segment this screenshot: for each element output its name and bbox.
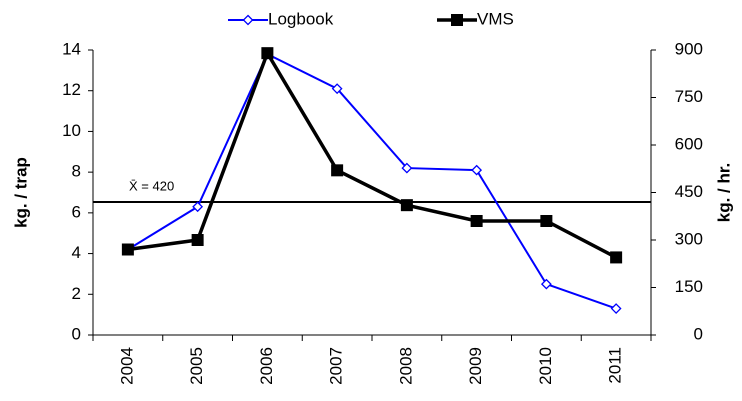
y-tick-label: 12	[62, 80, 81, 99]
legend-label: VMS	[477, 9, 514, 28]
y-tick-label: 14	[62, 39, 81, 58]
point	[261, 47, 274, 60]
y2-tick-label: 900	[675, 39, 703, 58]
series-line	[127, 49, 617, 259]
point	[610, 251, 623, 264]
x-tick-label: 2006	[257, 347, 276, 385]
y2-axis-label: kg. / hr.	[714, 163, 733, 223]
legend-marker	[242, 14, 254, 26]
y-tick-label: 0	[72, 324, 81, 343]
point	[121, 243, 134, 256]
legend-label: Logbook	[268, 9, 334, 28]
point	[331, 164, 344, 177]
y2-tick-label: 450	[675, 182, 703, 201]
y-tick-label: 6	[72, 202, 81, 221]
legend-marker	[451, 14, 463, 26]
y2-tick-label: 300	[675, 229, 703, 248]
x-tick-label: 2004	[117, 347, 136, 385]
point	[191, 234, 204, 246]
y-tick-label: 10	[62, 121, 81, 140]
point	[540, 215, 553, 227]
point	[540, 278, 552, 290]
point	[471, 164, 483, 176]
x-tick-label: 2007	[327, 347, 346, 385]
y-axis-label: kg. / trap	[11, 157, 30, 228]
series-line	[127, 52, 617, 310]
x-tick-label: 2009	[466, 347, 485, 385]
y-tick-label: 2	[72, 284, 81, 303]
point	[192, 201, 204, 213]
y2-tick-label: 750	[675, 87, 703, 106]
x-tick-label: 2008	[396, 347, 415, 385]
point	[331, 83, 343, 95]
point	[400, 199, 413, 212]
point	[470, 215, 483, 227]
x-tick-label: 2010	[536, 347, 555, 385]
y2-tick-label: 150	[675, 277, 703, 296]
point	[401, 162, 413, 174]
x-tick-label: 2005	[187, 347, 206, 385]
y-tick-label: 4	[72, 243, 81, 262]
y2-tick-label: 600	[675, 134, 703, 153]
x-tick-label: 2011	[606, 347, 625, 384]
y-tick-label: 8	[72, 162, 81, 181]
mean-label: X̄ = 420	[129, 178, 174, 193]
y2-tick-label: 0	[694, 324, 703, 343]
point	[610, 303, 622, 314]
